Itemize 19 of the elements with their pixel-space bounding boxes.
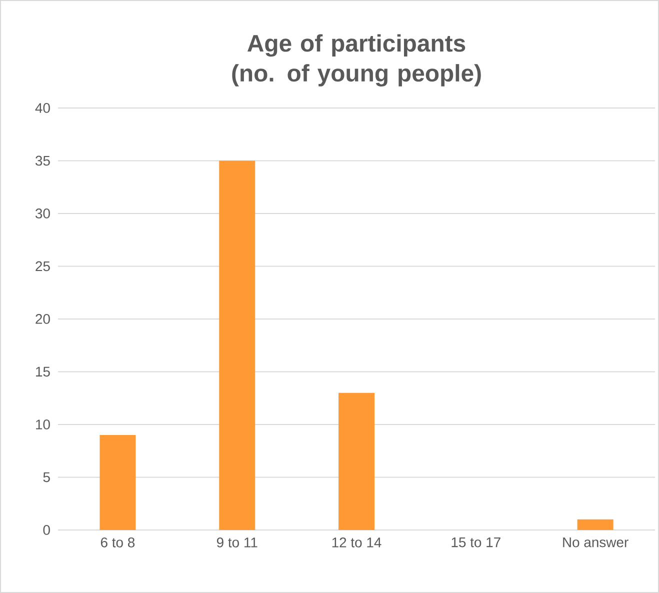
y-tick-label: 15 bbox=[36, 366, 50, 377]
y-tick-label: 0 bbox=[43, 525, 50, 535]
x-tick-label: No answer bbox=[563, 538, 628, 548]
y-tick-label: 40 bbox=[35, 103, 50, 113]
x-tick-label: 15 to 17 bbox=[452, 538, 500, 548]
y-tick-label: 20 bbox=[36, 314, 50, 324]
chart-title: Age of participants (no. of young people) bbox=[232, 34, 481, 86]
bar bbox=[100, 435, 136, 530]
y-tick-label: 5 bbox=[43, 472, 50, 482]
bar bbox=[219, 160, 256, 530]
y-tick-label: 30 bbox=[36, 208, 50, 218]
x-tick-label: 6 to 8 bbox=[100, 537, 135, 548]
y-tick-label: 25 bbox=[36, 261, 50, 272]
y-tick-label: 10 bbox=[36, 420, 50, 430]
bar bbox=[338, 392, 375, 530]
x-tick-label: 12 to 14 bbox=[332, 537, 382, 548]
bar bbox=[577, 519, 614, 530]
y-tick-label: 35 bbox=[36, 156, 50, 166]
x-tick-label: 9 to 11 bbox=[216, 537, 258, 548]
